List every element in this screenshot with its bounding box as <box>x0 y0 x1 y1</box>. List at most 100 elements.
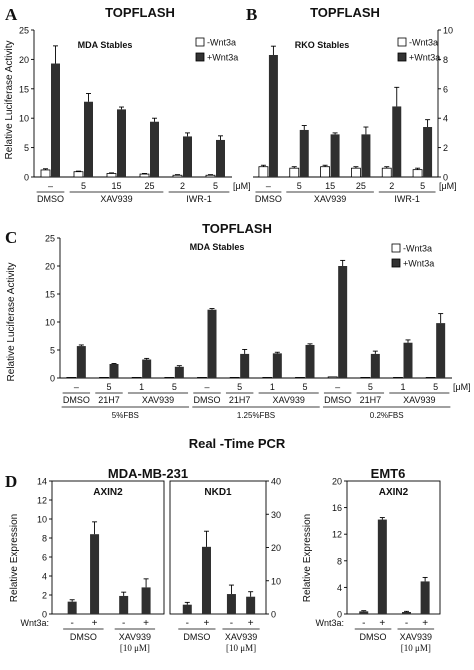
wnt3a-sign: - <box>186 618 189 629</box>
panel-b-legend: -Wnt3a +Wnt3a <box>397 38 440 63</box>
y-tick-label: 4 <box>337 583 342 593</box>
subpanel-mda-axin2: 0 2 4 6 8 10 12 14 AXIN2 - + - + DMSO XAV939[10 μM] Wnt… <box>20 477 165 653</box>
expression-bar <box>90 534 100 614</box>
group-label: XAV939 <box>225 632 257 642</box>
legend-swatch-minus <box>195 37 205 47</box>
y-tick-label: 0 <box>271 610 276 620</box>
expression-bar <box>182 604 192 614</box>
panel-b: B TOPFLASH RKO Stables -Wnt3a +Wnt3a 0 2 4… <box>246 5 457 204</box>
subpanel-mda-nkd1: 0 10 20 30 40 NKD1 - + - + DMSO XAV939[10 μM] <box>169 477 281 653</box>
bar-minus-wnt3a <box>289 167 300 178</box>
panel-c-plot: 0 5 10 15 20 25 <box>45 234 452 384</box>
bar-plus-wnt3a <box>268 54 278 177</box>
expression-bar <box>359 611 369 614</box>
group-label: DMSO <box>360 632 387 642</box>
bar-minus-wnt3a <box>66 377 77 379</box>
condition-label: 1.25%FBS <box>237 411 275 420</box>
bar-plus-wnt3a <box>299 129 309 177</box>
dose-label: [10 μM] <box>226 643 256 653</box>
group-label: 21H7 <box>98 395 120 405</box>
y-tick-label: 10 <box>45 318 55 328</box>
bar-minus-wnt3a <box>425 377 436 379</box>
y-tick-label: 15 <box>45 290 55 300</box>
wnt3a-sign: - <box>230 618 233 629</box>
panel-a-subtitle: MDA Stables <box>78 40 133 50</box>
bar-minus-wnt3a <box>360 377 371 379</box>
bar-plus-wnt3a <box>117 109 126 177</box>
unit-label: [μM] <box>453 382 471 392</box>
group-label: 21H7 <box>229 395 251 405</box>
plot-frame <box>169 480 267 615</box>
expression-bar <box>67 601 77 614</box>
legend-label-minus: -Wnt3a <box>409 38 438 48</box>
panel-a-plot: 0 5 10 15 20 25 <box>19 26 232 183</box>
y-tick-label: 8 <box>443 55 448 65</box>
bar-minus-wnt3a <box>131 377 142 379</box>
panel-c-subtitle: MDA Stables <box>190 242 245 252</box>
panel-b-x-axis-labels: –5 15 25 2 5 [μM]DMSO XAV939 IWR-1 <box>255 181 457 204</box>
dose-label: 5 <box>172 382 177 392</box>
y-tick-label: 4 <box>42 572 47 582</box>
panel-letter-b: B <box>246 5 257 24</box>
bar-minus-wnt3a <box>40 169 51 178</box>
bar-plus-wnt3a <box>361 134 371 177</box>
legend-label-minus: -Wnt3a <box>403 244 432 254</box>
expression-bar <box>402 612 412 614</box>
panel-a-ylabel: Relative Luciferase Activity <box>4 41 15 160</box>
legend-label-minus: -Wnt3a <box>207 38 236 48</box>
bar-minus-wnt3a <box>351 167 361 178</box>
panel-a-x-axis-labels: –5 15 25 2 5 [μM]DMSO XAV939 IWR-1 <box>36 181 251 204</box>
group-label: XAV939 <box>314 194 346 204</box>
bar-minus-wnt3a <box>106 173 117 178</box>
wnt3a-sign: - <box>405 618 408 629</box>
bar-plus-wnt3a <box>330 134 340 177</box>
group-label: IWR-1 <box>186 194 212 204</box>
dose-label: 25 <box>144 181 154 191</box>
y-tick-label: 20 <box>332 477 342 487</box>
panel-c-legend: -Wnt3a +Wnt3a <box>391 244 434 269</box>
bar-minus-wnt3a <box>99 377 109 379</box>
dose-label: 15 <box>325 181 335 191</box>
panel-b-subtitle: RKO Stables <box>295 40 350 50</box>
bar-minus-wnt3a <box>393 377 403 379</box>
dose-label: 25 <box>356 181 366 191</box>
bar-plus-wnt3a <box>150 121 159 177</box>
panel-c: C TOPFLASH MDA Stables Relative Lucifera… <box>5 221 471 420</box>
section-d-title: Real -Time PCR <box>189 436 286 451</box>
y-tick-label: 25 <box>45 234 55 244</box>
y-tick-label: 2 <box>42 591 47 601</box>
bar-plus-wnt3a <box>183 136 192 177</box>
bar-plus-wnt3a <box>109 364 119 378</box>
wnt3a-row-label: Wnt3a: <box>315 618 344 628</box>
gene-label: NKD1 <box>204 487 232 498</box>
bar-plus-wnt3a <box>436 323 446 378</box>
y-tick-label: 40 <box>271 477 281 487</box>
y-tick-label: 0 <box>42 610 47 620</box>
y-tick-label: 10 <box>19 114 29 124</box>
dose-label: 2 <box>180 181 185 191</box>
panel-c-ylabel: Relative Luciferase Activity <box>6 263 17 382</box>
unit-label: [μM] <box>439 181 457 191</box>
y-tick-label: 12 <box>332 530 342 540</box>
legend-swatch-plus <box>391 258 401 268</box>
panel-letter-d: D <box>5 472 17 491</box>
gene-label: AXIN2 <box>379 487 409 498</box>
bar-plus-wnt3a <box>272 353 282 378</box>
group-label: DMSO <box>70 632 97 642</box>
panel-d: Real -Time PCR D MDA-MB-231 EMT6 Relativ… <box>5 436 441 653</box>
group-label: XAV939 <box>400 632 432 642</box>
expression-bar <box>226 594 236 614</box>
y-tick-label: 10 <box>443 26 453 36</box>
bar-plus-wnt3a <box>76 346 86 378</box>
dose-label: 5 <box>433 382 438 392</box>
dose-label: 1 <box>400 382 405 392</box>
bar-minus-wnt3a <box>258 166 269 178</box>
group-label: DMSO <box>63 395 90 405</box>
wnt3a-sign: - <box>122 618 125 629</box>
panel-c-title: TOPFLASH <box>202 221 272 236</box>
dose-label: – <box>204 382 209 392</box>
bar-minus-wnt3a <box>197 377 207 379</box>
dose-label: 5 <box>368 382 373 392</box>
panel-d-ylabel-2: Relative Expression <box>302 514 313 602</box>
